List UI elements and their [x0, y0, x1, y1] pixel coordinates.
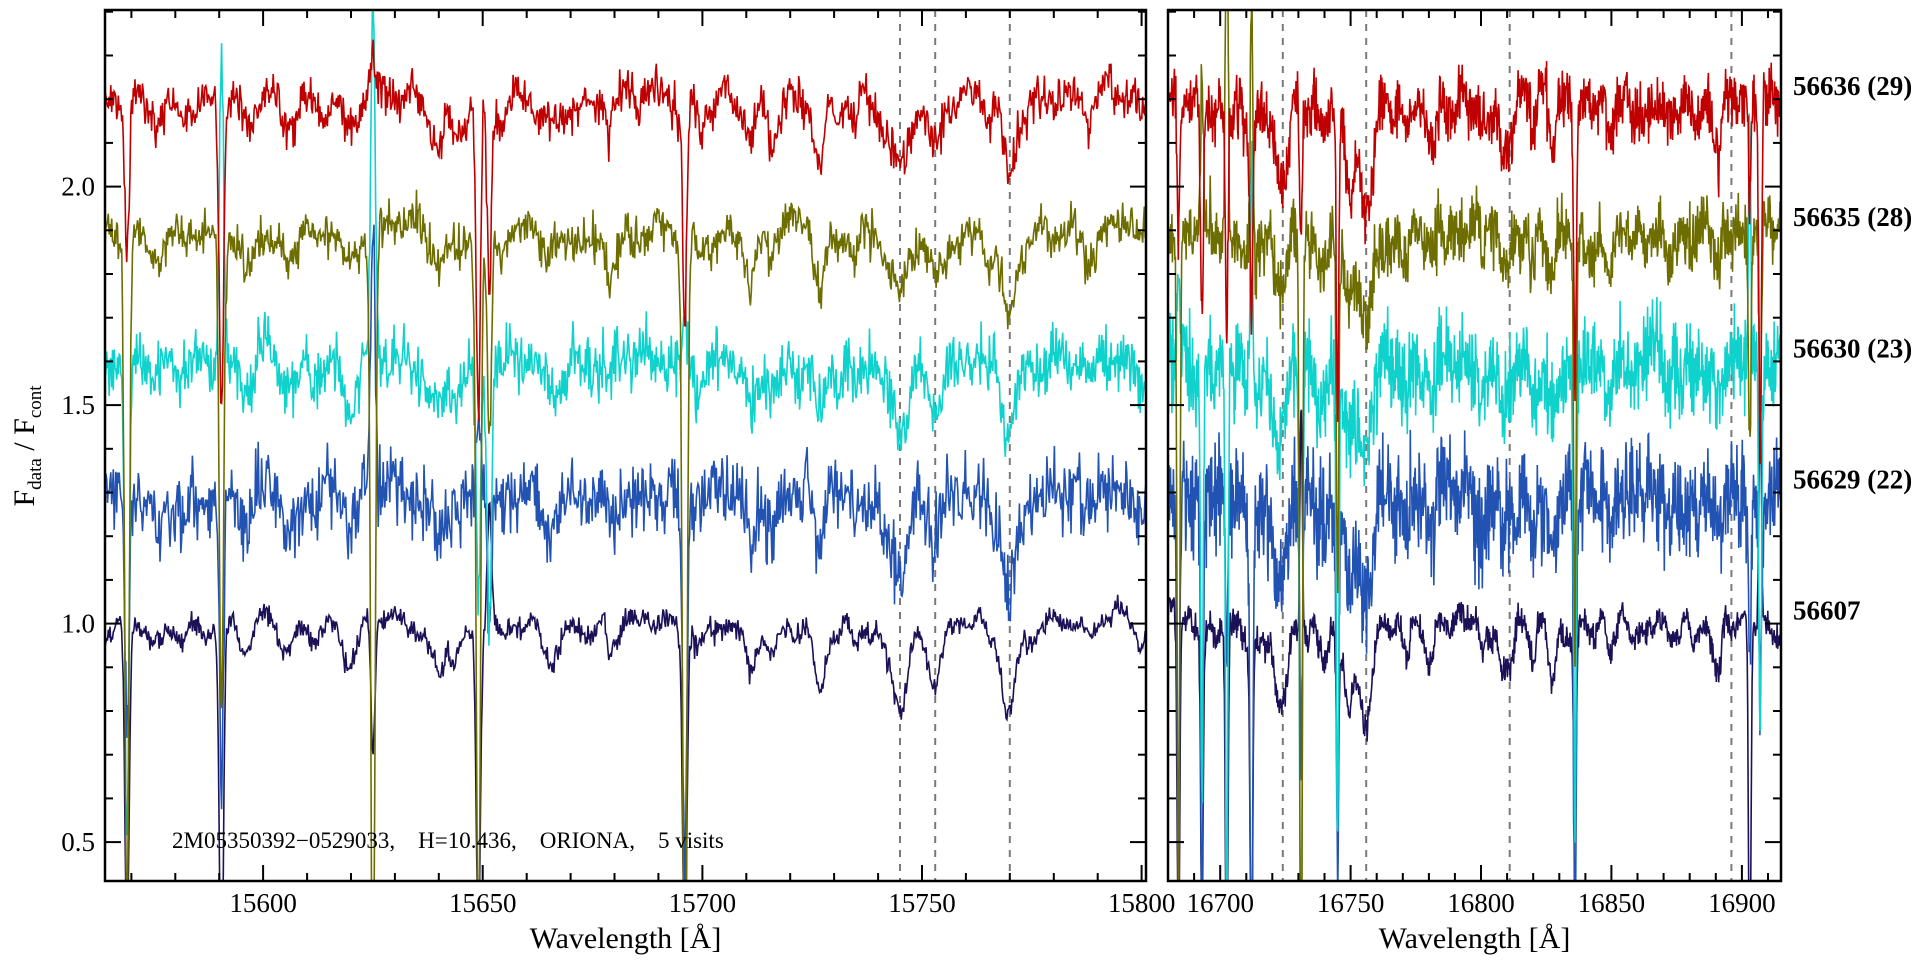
spectrum-56630 [105, 10, 1146, 836]
spectrum-56636 [105, 39, 1146, 422]
x-tick-label: 15650 [449, 888, 517, 918]
spectrum-56636 [1168, 61, 1781, 464]
y-tick-label: 0.5 [61, 827, 95, 857]
x-tick-label: 15700 [669, 888, 737, 918]
x-axis-label: Wavelength [Å] [1379, 922, 1571, 955]
spectrum-56629 [1168, 429, 1781, 881]
series-label-56629: 56629 (22) [1793, 464, 1912, 494]
x-tick-label: 16700 [1186, 888, 1254, 918]
x-tick-label: 16900 [1708, 888, 1776, 918]
spectrum-56629 [105, 224, 1146, 881]
y-tick-label: 1.5 [61, 390, 95, 420]
right-panel: 16700 16750 16800 16850 16900 Wavelength [Å] [1166, 8, 1783, 955]
series-label-56635: 56635 (28) [1793, 202, 1912, 232]
x-axis-label: Wavelength [Å] [530, 922, 722, 955]
y-axis-label: Fdata / Fcont [8, 385, 46, 507]
left-panel: 15600 15650 15700 15750 15800 Wavelength [Å] [103, 8, 1176, 955]
x-tick-label: 15750 [888, 888, 956, 918]
series-label-56607: 56607 [1793, 596, 1861, 626]
series-label-56636: 56636 (29) [1793, 71, 1912, 101]
x-tick-label: 15800 [1108, 888, 1176, 918]
spectrum-56607 [1168, 388, 1781, 881]
axis-ticks [1167, 10, 1781, 881]
panel-frame [1166, 8, 1783, 883]
x-tick-label: 16750 [1317, 888, 1385, 918]
series-label-56630: 56630 (23) [1793, 333, 1912, 363]
target-annotation: 2M05350392−0529033, H=10.436, ORIONA, 5 … [172, 828, 724, 853]
panel-frame [103, 8, 1148, 883]
axis-ticks [105, 10, 1146, 881]
spectrum-56630 [1168, 113, 1781, 881]
spectrum-56635 [105, 189, 1146, 881]
y-tick-label: 2.0 [61, 172, 95, 202]
spectrum-56635 [1168, 10, 1781, 881]
x-tick-label: 15600 [229, 888, 297, 918]
x-tick-label: 16850 [1578, 888, 1646, 918]
spectrum-56607 [105, 501, 1146, 881]
x-tick-label: 16800 [1447, 888, 1515, 918]
y-tick-label: 1.0 [61, 609, 95, 639]
